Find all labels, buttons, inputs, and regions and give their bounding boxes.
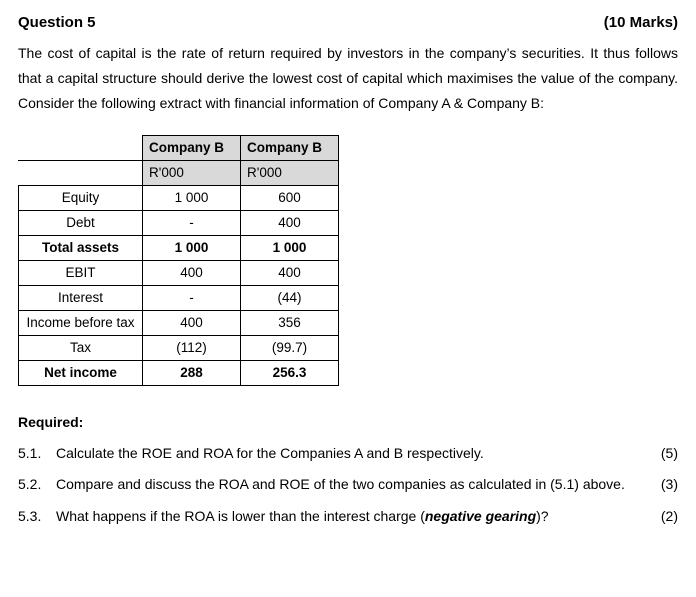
- required-label: Required:: [18, 414, 678, 430]
- row-value-b: 1 000: [241, 235, 339, 260]
- table-row: Interest-(44): [19, 285, 339, 310]
- row-label: Net income: [19, 360, 143, 385]
- table-subheader: R'000: [241, 160, 339, 185]
- row-label: Equity: [19, 185, 143, 210]
- table-col-header: Company B: [241, 135, 339, 160]
- table-row: Net income288256.3: [19, 360, 339, 385]
- table-row: Debt-400: [19, 210, 339, 235]
- requirement-number: 5.1.: [18, 442, 52, 466]
- table-row: Income before tax400356: [19, 310, 339, 335]
- row-label: Total assets: [19, 235, 143, 260]
- requirement-points: (3): [650, 473, 678, 497]
- requirement-number: 5.2.: [18, 473, 52, 497]
- row-label: Interest: [19, 285, 143, 310]
- requirement-points: (2): [650, 505, 678, 529]
- negative-gearing-em: negative gearing: [425, 508, 536, 524]
- table-col-header: Company B: [143, 135, 241, 160]
- table-row: Total assets1 0001 000: [19, 235, 339, 260]
- requirement-points: (5): [650, 442, 678, 466]
- table-row: Equity1 000600: [19, 185, 339, 210]
- requirement-text: Compare and discuss the ROA and ROE of t…: [56, 473, 646, 497]
- row-value-a: 288: [143, 360, 241, 385]
- requirements-list: 5.1.Calculate the ROE and ROA for the Co…: [18, 442, 678, 529]
- table-empty-header: [19, 135, 143, 160]
- intro-paragraph: The cost of capital is the rate of retur…: [18, 41, 678, 117]
- table-subheader: R'000: [143, 160, 241, 185]
- question-marks: (10 Marks): [604, 14, 678, 31]
- row-value-a: 400: [143, 260, 241, 285]
- row-value-b: 400: [241, 260, 339, 285]
- table-empty-header: [19, 160, 143, 185]
- row-value-b: 400: [241, 210, 339, 235]
- row-value-b: 600: [241, 185, 339, 210]
- requirement-text: What happens if the ROA is lower than th…: [56, 505, 646, 529]
- row-label: Income before tax: [19, 310, 143, 335]
- row-value-a: 1 000: [143, 235, 241, 260]
- table-row: Tax(112)(99.7): [19, 335, 339, 360]
- row-label: Tax: [19, 335, 143, 360]
- row-value-a: 400: [143, 310, 241, 335]
- row-value-a: -: [143, 210, 241, 235]
- row-value-b: (99.7): [241, 335, 339, 360]
- row-value-a: 1 000: [143, 185, 241, 210]
- row-value-b: 256.3: [241, 360, 339, 385]
- row-label: Debt: [19, 210, 143, 235]
- requirement-text: Calculate the ROE and ROA for the Compan…: [56, 442, 646, 466]
- row-value-a: -: [143, 285, 241, 310]
- table-row: EBIT400400: [19, 260, 339, 285]
- row-label: EBIT: [19, 260, 143, 285]
- requirement-number: 5.3.: [18, 505, 52, 529]
- row-value-b: (44): [241, 285, 339, 310]
- question-title: Question 5: [18, 14, 96, 31]
- row-value-b: 356: [241, 310, 339, 335]
- financial-table: Company B Company B R'000 R'000 Equity1 …: [18, 135, 339, 386]
- row-value-a: (112): [143, 335, 241, 360]
